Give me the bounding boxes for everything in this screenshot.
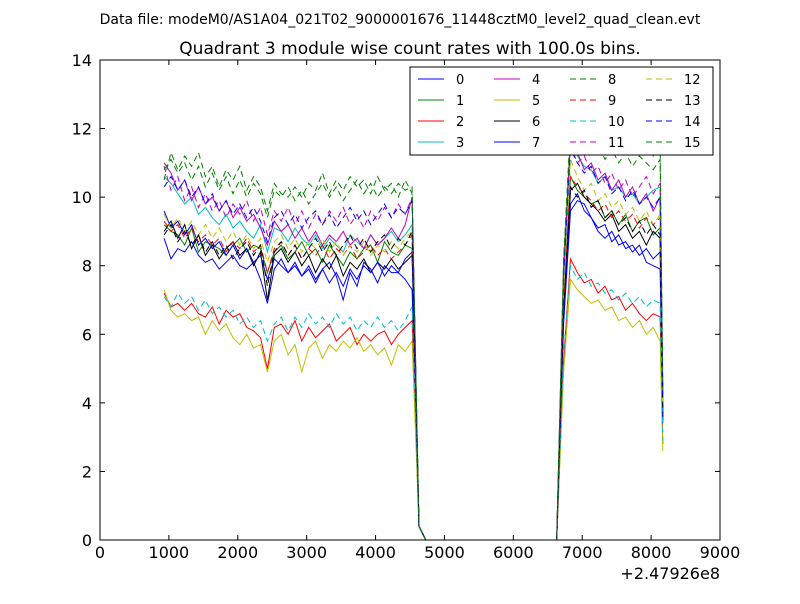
legend-label-7: 7: [532, 136, 540, 151]
series-line-7: [163, 192, 664, 540]
x-tick-label: 0: [95, 543, 105, 562]
series-line-2: [163, 257, 664, 540]
series-line-12: [163, 159, 664, 540]
chart-title: Quadrant 3 module wise count rates with …: [179, 39, 640, 59]
legend-label-15: 15: [684, 136, 701, 151]
series-line-9: [163, 175, 664, 540]
legend-label-1: 1: [456, 94, 464, 109]
series-line-6: [163, 182, 664, 540]
x-tick-label: 4000: [355, 543, 396, 562]
series-line-4: [163, 136, 664, 540]
legend-label-6: 6: [532, 115, 540, 130]
y-tick-label: 0: [82, 531, 92, 550]
x-tick-label: 8000: [631, 543, 672, 562]
series-layer: [163, 123, 664, 540]
y-tick-label: 6: [82, 325, 92, 344]
series-line-10: [163, 263, 664, 540]
legend-box: [409, 66, 714, 156]
x-tick-label: 7000: [562, 543, 603, 562]
legend-label-0: 0: [456, 73, 464, 88]
legend-label-10: 10: [608, 115, 625, 130]
series-line-8: [163, 123, 664, 540]
legend-label-4: 4: [532, 73, 540, 88]
legend-label-9: 9: [608, 94, 616, 109]
axis-ticks: 0 1000 2000 3000 4000 5000 6000 7000 8000 9000 0 2 4…: [72, 51, 741, 562]
x-tick-label: 5000: [424, 543, 465, 562]
y-tick-label: 12: [72, 120, 92, 139]
y-tick-label: 8: [82, 257, 92, 276]
series-line-5: [163, 277, 664, 540]
legend-label-13: 13: [684, 94, 701, 109]
legend-label-11: 11: [608, 136, 625, 151]
figure-suptitle: Data file: modeM0/AS1A04_021T02_90000016…: [100, 12, 701, 28]
x-tick-label: 2000: [217, 543, 258, 562]
y-tick-label: 14: [72, 51, 92, 70]
series-line-15: [163, 133, 664, 540]
series-line-13: [163, 185, 664, 540]
x-tick-label: 6000: [493, 543, 534, 562]
y-tick-label: 2: [82, 462, 92, 481]
x-axis-offset: +2.47926e8: [620, 564, 720, 583]
y-tick-label: 4: [82, 394, 92, 413]
x-tick-label: 1000: [149, 543, 190, 562]
legend-label-8: 8: [608, 73, 616, 88]
y-tick-label: 10: [72, 188, 92, 207]
x-tick-label: 9000: [700, 543, 741, 562]
series-line-11: [163, 145, 664, 540]
legend-label-12: 12: [684, 73, 701, 88]
series-line-0: [163, 199, 664, 540]
legend-label-14: 14: [684, 115, 701, 130]
legend-label-5: 5: [532, 94, 540, 109]
plot-frame: [99, 59, 721, 541]
legend-label-2: 2: [456, 115, 464, 130]
legend-label-3: 3: [456, 136, 464, 151]
x-tick-label: 3000: [286, 543, 327, 562]
